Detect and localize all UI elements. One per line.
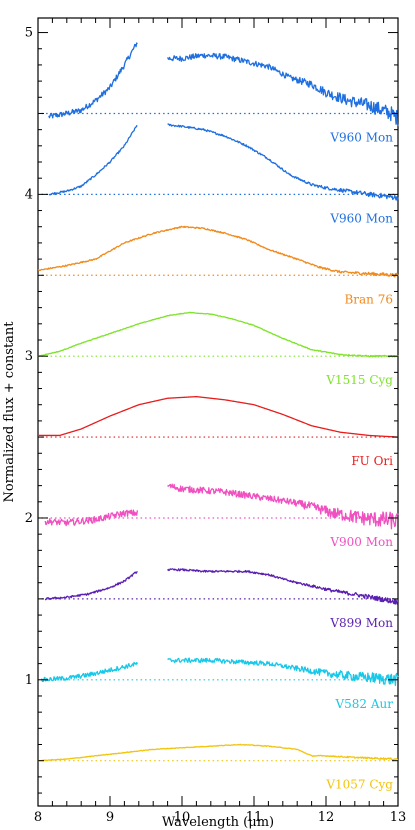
x-axis: 8 9 10 11 12 13 — [34, 18, 406, 825]
series-label-7: V899 Mon — [329, 616, 393, 630]
series-labels: V960 Mon V960 Mon Bran 76 V1515 Cyg FU Ori V9… — [325, 130, 393, 791]
series-line-8-part-1 — [40, 661, 138, 683]
series-line-3-part-1 — [37, 225, 399, 278]
x-tick-label: 8 — [34, 810, 42, 825]
series-line-2-part-2 — [167, 123, 399, 201]
series-label-8: V582 Aur — [334, 697, 393, 711]
series-label-5: FU Ori — [351, 454, 393, 468]
series-line-1-part-1 — [48, 42, 138, 119]
series-line-9-part-1 — [37, 743, 399, 762]
y-tick-label: 4 — [25, 187, 33, 202]
y-axis: 1 2 3 4 5 — [25, 26, 398, 794]
series-line-4-part-1 — [37, 311, 399, 358]
series-label-1: V960 Mon — [329, 130, 393, 144]
x-tick-label: 10 — [174, 810, 191, 825]
y-tick-label: 3 — [25, 349, 33, 364]
series-label-2: V960 Mon — [329, 211, 393, 225]
series-lines — [37, 42, 399, 762]
y-tick-label: 2 — [25, 511, 33, 526]
y-axis-title: Normalized flux + constant — [2, 321, 17, 503]
series-line-8-part-2 — [167, 657, 399, 687]
series-line-1-part-2 — [167, 52, 399, 127]
series-label-3: Bran 76 — [344, 292, 393, 306]
series-label-6: V900 Mon — [329, 535, 393, 549]
y-tick-label: 1 — [25, 673, 33, 688]
series-line-7-part-1 — [44, 570, 138, 601]
plot-frame — [37, 17, 399, 807]
series-line-7-part-2 — [167, 568, 399, 606]
series-label-9: V1057 Cyg — [325, 778, 393, 792]
series-line-5-part-1 — [38, 395, 399, 438]
series-line-6-part-1 — [44, 509, 139, 527]
baseline-lines — [41, 112, 398, 762]
x-tick-label: 13 — [390, 810, 407, 825]
y-tick-label: 5 — [25, 26, 33, 41]
x-tick-label: 9 — [106, 810, 114, 825]
series-line-2-part-1 — [48, 124, 138, 196]
x-tick-label: 12 — [318, 810, 335, 825]
series-label-4: V1515 Cyg — [325, 373, 393, 387]
x-axis-title: Wavelength (μm) — [162, 815, 274, 830]
x-tick-label: 11 — [246, 810, 263, 825]
series-line-6-part-2 — [167, 483, 399, 530]
